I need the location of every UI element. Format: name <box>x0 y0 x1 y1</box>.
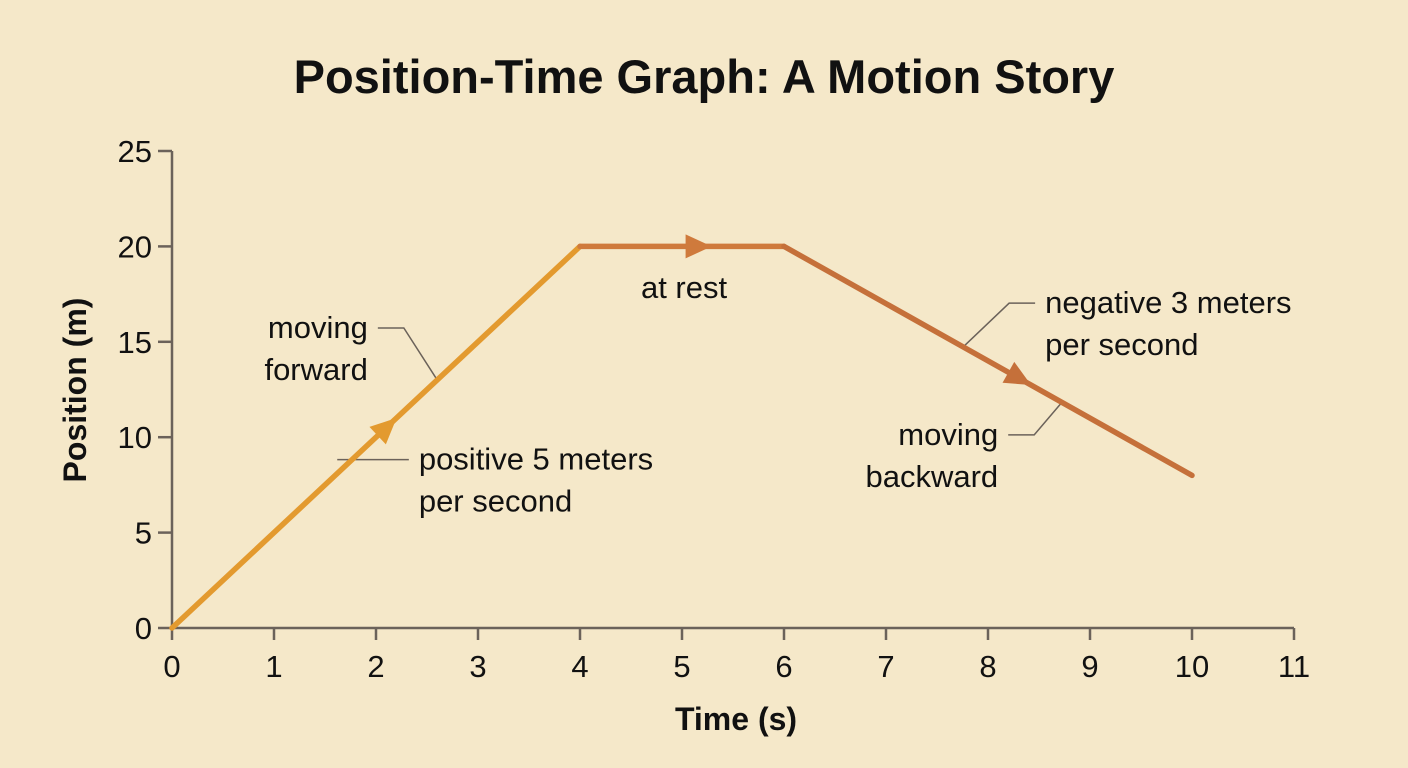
annotation-leaders <box>337 302 1063 461</box>
annotation-line: at rest <box>641 270 728 305</box>
y-tick-label: 25 <box>118 134 152 169</box>
motion-segments <box>169 243 1195 631</box>
x-tick-label: 8 <box>979 649 996 684</box>
annotation-positive-speed: positive 5 meters per second <box>419 442 653 519</box>
x-tick-label: 6 <box>775 649 792 684</box>
annotation-line: backward <box>866 459 999 494</box>
annotation-line: positive 5 meters <box>419 442 653 477</box>
axes: 0 5 10 15 20 25 0 1 2 3 4 5 6 7 8 9 10 11 <box>118 134 1311 684</box>
y-tick-label: 0 <box>135 611 152 646</box>
x-tick-label: 3 <box>469 649 486 684</box>
y-tick-label: 15 <box>118 325 152 360</box>
direction-arrows <box>369 234 1032 445</box>
annotation-line: per second <box>1045 327 1198 362</box>
x-tick-label: 11 <box>1278 649 1310 684</box>
x-tick-label: 2 <box>367 649 384 684</box>
y-axis-label: Position (m) <box>57 298 93 483</box>
y-tick-label: 10 <box>118 420 152 455</box>
annotation-line: moving <box>898 417 998 452</box>
chart-title: Position-Time Graph: A Motion Story <box>294 50 1115 103</box>
x-tick-label: 1 <box>265 649 282 684</box>
annotation-line: moving <box>268 310 368 345</box>
annotation-moving-backward: moving backward <box>866 417 999 494</box>
annotation-line: negative 3 meters <box>1045 285 1291 320</box>
leader-negative-speed <box>961 302 1036 349</box>
arrow-backward <box>1002 361 1032 386</box>
x-tick-label: 7 <box>877 649 894 684</box>
x-tick-label: 5 <box>673 649 690 684</box>
x-tick-label: 10 <box>1175 649 1209 684</box>
x-tick-label: 9 <box>1081 649 1098 684</box>
annotation-at-rest: at rest <box>641 270 728 305</box>
annotation-line: per second <box>419 484 572 519</box>
leader-moving-forward <box>377 327 438 381</box>
x-tick-label: 0 <box>163 649 180 684</box>
y-tick-label: 20 <box>118 229 152 264</box>
x-tick-label: 4 <box>571 649 588 684</box>
annotation-line: forward <box>264 352 367 387</box>
segment-backward <box>781 243 1195 479</box>
annotation-moving-forward: moving forward <box>264 310 367 387</box>
x-axis-label: Time (s) <box>675 701 797 737</box>
segment-forward <box>169 243 583 631</box>
leader-moving-backward <box>1008 402 1063 436</box>
y-tick-label: 5 <box>135 516 152 551</box>
annotation-negative-speed: negative 3 meters per second <box>1045 285 1291 362</box>
arrow-rest <box>685 234 712 259</box>
arrow-forward <box>369 417 397 445</box>
annotations: moving forward positive 5 meters per second… <box>264 270 1291 519</box>
